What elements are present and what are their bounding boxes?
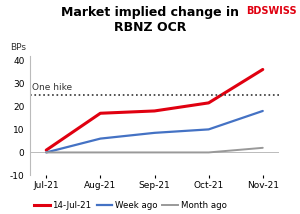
Text: BPs: BPs: [10, 43, 26, 52]
Month ago: [99, 151, 102, 154]
Week ago: [99, 137, 102, 140]
Line: 14-Jul-21: 14-Jul-21: [46, 70, 263, 150]
Line: Week ago: Week ago: [46, 111, 263, 152]
14-Jul-21: [261, 68, 265, 71]
Text: BDSWISS: BDSWISS: [246, 6, 297, 16]
Month ago: [207, 151, 210, 154]
Week ago: [153, 132, 156, 134]
Week ago: [261, 110, 265, 112]
Line: Month ago: Month ago: [46, 148, 263, 152]
14-Jul-21: [207, 102, 210, 104]
Month ago: [153, 151, 156, 154]
14-Jul-21: [99, 112, 102, 114]
14-Jul-21: [153, 110, 156, 112]
14-Jul-21: [44, 149, 48, 152]
Month ago: [44, 151, 48, 154]
Month ago: [261, 147, 265, 149]
Text: Market implied change in
RBNZ OCR: Market implied change in RBNZ OCR: [61, 6, 239, 34]
Text: One hike: One hike: [32, 83, 73, 92]
Week ago: [207, 128, 210, 131]
Week ago: [44, 151, 48, 154]
Text: ⬆: ⬆: [298, 7, 300, 18]
Legend: 14-Jul-21, Week ago, Month ago: 14-Jul-21, Week ago, Month ago: [34, 201, 226, 210]
